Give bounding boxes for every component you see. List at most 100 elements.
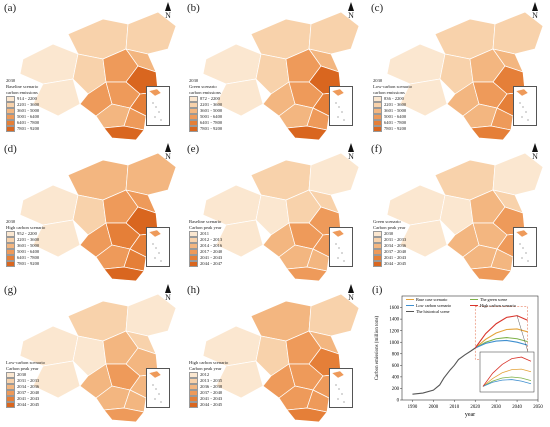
legend-swatch bbox=[6, 372, 15, 378]
inset-map bbox=[331, 88, 345, 121]
legend-label: 2044 - 2045 bbox=[384, 261, 407, 266]
legend-item: 5001 - 6400 bbox=[189, 114, 222, 120]
legend-label: 2013 - 2035 bbox=[200, 378, 223, 383]
x-tick-label: 1990 bbox=[408, 405, 418, 410]
legend-item: 2044 - 2045 bbox=[6, 402, 45, 408]
legend-label: High carbon scenario bbox=[480, 303, 516, 308]
island-dot bbox=[155, 247, 157, 249]
map-panel-h: (h) N High carbon scenario Carbon peak year… bbox=[183, 282, 366, 422]
legend-title: Baseline scenario bbox=[6, 84, 39, 89]
island-dot bbox=[521, 257, 523, 259]
inset-map bbox=[331, 229, 345, 262]
legend-swatch bbox=[189, 96, 198, 102]
legend-label: 2030 bbox=[17, 372, 27, 377]
legend-label: 2031 - 2033 bbox=[384, 237, 407, 242]
y-tick-label: 0 bbox=[397, 399, 400, 404]
legend-title: Carbon peak year bbox=[189, 366, 222, 371]
legend-item: 2201 - 3600 bbox=[189, 102, 222, 108]
panel-label: (h) bbox=[187, 284, 200, 296]
north-label: N bbox=[348, 293, 354, 302]
legend-swatch bbox=[6, 261, 15, 267]
legend-label: 6401 - 7800 bbox=[17, 120, 40, 125]
series-line bbox=[475, 339, 528, 349]
legend-label: 5001 - 6400 bbox=[17, 114, 40, 119]
arrow-up-icon bbox=[165, 284, 171, 293]
legend-item: 3601 - 5000 bbox=[189, 108, 222, 114]
legend-swatch bbox=[373, 237, 382, 243]
x-tick-label: 2020 bbox=[470, 405, 480, 410]
north-label: N bbox=[165, 293, 171, 302]
legend-title: 2030 bbox=[6, 78, 16, 83]
legend-swatch bbox=[373, 120, 382, 126]
panel-label: (g) bbox=[4, 284, 17, 296]
legend-swatch bbox=[189, 255, 198, 261]
legend-item: 2031 - 2033 bbox=[373, 237, 406, 243]
north-label: N bbox=[165, 152, 171, 161]
x-tick-label: 2010 bbox=[450, 405, 460, 410]
legend-title: Green scenario bbox=[373, 219, 401, 224]
legend-item: 5001 - 6400 bbox=[6, 114, 39, 120]
legend-swatch bbox=[189, 243, 198, 249]
island-dot bbox=[338, 388, 340, 390]
province-region bbox=[399, 219, 448, 258]
south-china-sea-inset bbox=[146, 368, 170, 408]
panel-label: (c) bbox=[371, 2, 384, 14]
china-map bbox=[386, 152, 544, 281]
province-region bbox=[103, 266, 145, 281]
x-tick-label: 2030 bbox=[491, 405, 501, 410]
legend-swatch bbox=[189, 102, 198, 108]
legend-swatch bbox=[373, 102, 382, 108]
legend-item: 3601 - 5000 bbox=[6, 243, 45, 249]
island-dot bbox=[160, 119, 162, 121]
province-region bbox=[215, 78, 264, 117]
legend-label: 2044 - 2045 bbox=[17, 402, 40, 407]
south-china-sea-inset bbox=[146, 86, 170, 126]
legend-item: 914 - 2200 bbox=[6, 96, 39, 102]
province-region bbox=[32, 360, 81, 399]
legend-label: 952 - 2200 bbox=[17, 231, 37, 236]
inset-map bbox=[148, 370, 162, 403]
legend-item: 2041 - 2043 bbox=[373, 255, 406, 261]
legend-label: The green scene bbox=[480, 297, 507, 302]
north-arrow-icon: N bbox=[163, 2, 173, 20]
legend-label: 2037 - 2040 bbox=[17, 390, 40, 395]
legend-item: 2014 - 2016 bbox=[189, 243, 222, 249]
island-dot bbox=[160, 260, 162, 262]
north-arrow-icon: N bbox=[530, 143, 540, 161]
south-china-sea-inset bbox=[146, 227, 170, 267]
legend-item: 2017 - 2040 bbox=[189, 249, 222, 255]
emissions-line-chart: 1990 2000 2010 2020 2030 2040 2050 0 200 400 600 80… bbox=[375, 295, 543, 418]
legend-label: 6401 - 7800 bbox=[384, 120, 407, 125]
legend-item: 6401 - 7800 bbox=[373, 120, 412, 126]
legend-label: 2017 - 2040 bbox=[200, 249, 223, 254]
legend-label: 2014 - 2016 bbox=[200, 243, 223, 248]
legend-item: 2012 - 2013 bbox=[189, 237, 222, 243]
legend-label: 3601 - 5000 bbox=[384, 108, 407, 113]
inset-region bbox=[331, 229, 345, 238]
province-region bbox=[286, 266, 328, 281]
legend-swatch bbox=[6, 114, 15, 120]
province-region bbox=[470, 266, 512, 281]
zoom-series-line bbox=[482, 356, 532, 387]
island-dot bbox=[337, 257, 339, 259]
island-dot bbox=[338, 106, 340, 108]
y-axis-label: Carbon emissions (million tons) bbox=[375, 316, 380, 381]
series-line bbox=[474, 315, 528, 349]
island-dot bbox=[152, 243, 154, 245]
y-tick-label: 1000 bbox=[389, 341, 399, 346]
legend-swatch bbox=[6, 384, 15, 390]
legend-label: Low carbon scenario bbox=[416, 303, 451, 308]
map-panel-b: (b) N 2030 Green scenario carbon emissions 87… bbox=[183, 0, 366, 140]
inset-map bbox=[148, 229, 162, 262]
legend-swatch bbox=[6, 390, 15, 396]
legend-label: 7801 - 9200 bbox=[17, 261, 40, 266]
legend-swatch bbox=[373, 243, 382, 249]
map-panel-a: (a) N 2030 Baseline scenario carbon emission… bbox=[0, 0, 183, 140]
legend-label: 2030 bbox=[384, 231, 394, 236]
zoom-series-line bbox=[482, 376, 532, 387]
inset-region bbox=[331, 370, 345, 379]
legend-title: Carbon peak year bbox=[189, 225, 222, 230]
inset-map bbox=[515, 229, 529, 262]
x-tick-label: 2000 bbox=[429, 405, 439, 410]
island-dot bbox=[154, 257, 156, 259]
